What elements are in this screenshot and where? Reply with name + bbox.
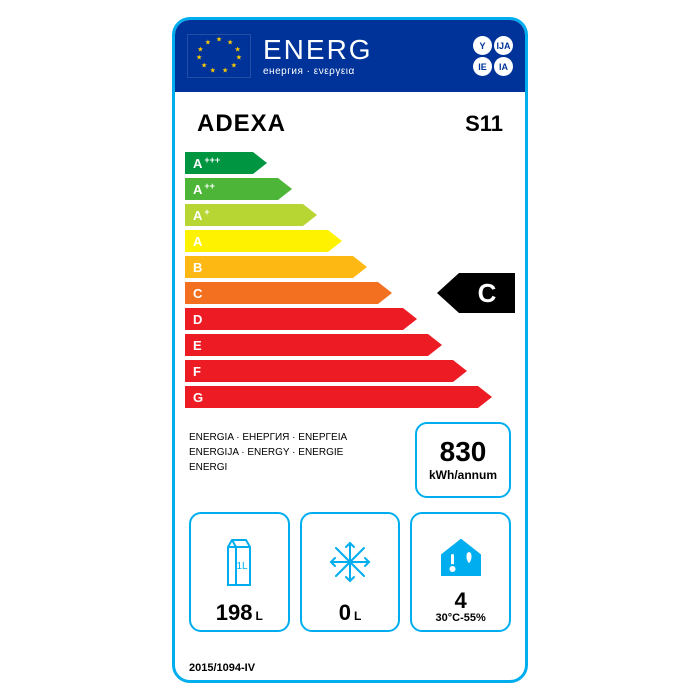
kwh-box: 830 kWh/annum	[415, 422, 511, 498]
lower-section: ENERGIA · ЕНЕРГИЯ · ΕΝΕΡΓΕΙΑ ENERGIJA · …	[175, 408, 525, 632]
climate-class-box: 4 30°C-55%	[410, 512, 511, 632]
brand-row: ADEXA S11	[175, 92, 525, 144]
efficiency-arrow-label: A+	[185, 204, 303, 226]
energy-title-sub: енергия · ενεργεια	[263, 66, 355, 77]
lang-badge: IE	[473, 57, 492, 76]
efficiency-arrow: F	[185, 360, 467, 382]
freezer-volume-unit: L	[354, 609, 361, 623]
efficiency-chart: A+++A++A+ABCDEFGC	[175, 148, 525, 408]
energy-title-main: ENERG	[263, 36, 373, 64]
lang-badge: IJA	[494, 36, 513, 55]
freezer-volume-value: 0	[339, 602, 351, 624]
efficiency-arrow-label: A++	[185, 178, 278, 200]
efficiency-arrow: A+++	[185, 152, 267, 174]
fridge-volume-unit: L	[256, 609, 263, 623]
efficiency-arrow: D	[185, 308, 417, 330]
eu-flag-icon: ★ ★ ★ ★ ★ ★ ★ ★ ★ ★ ★ ★	[187, 34, 251, 78]
energy-title: ENERG енергия · ενεργεια	[263, 36, 461, 77]
energy-label: ★ ★ ★ ★ ★ ★ ★ ★ ★ ★ ★ ★ ENERG енергия · …	[172, 17, 528, 683]
efficiency-arrow: A	[185, 230, 342, 252]
model-number: S11	[465, 111, 503, 137]
lang-badge: Y	[473, 36, 492, 55]
milk-carton-icon: 1L	[195, 522, 284, 602]
efficiency-arrow: A+	[185, 204, 317, 226]
kwh-value: 830	[440, 438, 487, 466]
efficiency-arrow-label: G	[185, 386, 478, 408]
efficiency-arrow: G	[185, 386, 492, 408]
efficiency-arrow-label: F	[185, 360, 453, 382]
energia-multilang: ENERGIA · ЕНЕРГИЯ · ΕΝΕΡΓΕΙΑ ENERGIJA · …	[189, 422, 405, 498]
efficiency-arrow: C	[185, 282, 392, 304]
regulation-number: 2015/1094-IV	[189, 662, 255, 674]
fridge-volume-value: 198	[216, 602, 253, 624]
climate-class-sub: 30°C-55%	[436, 612, 486, 624]
efficiency-arrow-label: B	[185, 256, 353, 278]
selected-grade-letter: C	[459, 273, 515, 313]
efficiency-arrow: B	[185, 256, 367, 278]
efficiency-arrow-label: A+++	[185, 152, 253, 174]
efficiency-arrow: E	[185, 334, 442, 356]
house-climate-icon	[416, 522, 505, 592]
snowflake-icon	[306, 522, 395, 602]
energia-line: ENERGIJA · ENERGY · ENERGIE	[189, 445, 405, 460]
bottom-icons-row: 1L 198 L	[189, 512, 511, 632]
efficiency-arrow-label: E	[185, 334, 428, 356]
efficiency-arrow: A++	[185, 178, 292, 200]
lang-badges: Y IJA IE IA	[473, 36, 513, 76]
fridge-volume-box: 1L 198 L	[189, 512, 290, 632]
label-header: ★ ★ ★ ★ ★ ★ ★ ★ ★ ★ ★ ★ ENERG енергия · …	[175, 20, 525, 92]
kwh-unit: kWh/annum	[429, 468, 497, 482]
freezer-volume-box: 0 L	[300, 512, 401, 632]
consumption-row: ENERGIA · ЕНЕРГИЯ · ΕΝΕΡΓΕΙΑ ENERGIJA · …	[189, 422, 511, 498]
svg-text:1L: 1L	[237, 561, 249, 572]
efficiency-arrow-label: D	[185, 308, 403, 330]
climate-class-value: 4	[455, 590, 467, 612]
lang-badge: IA	[494, 57, 513, 76]
energia-line: ENERGI	[189, 460, 405, 475]
selected-grade-marker: C	[437, 273, 515, 313]
brand-name: ADEXA	[197, 110, 286, 138]
efficiency-arrow-label: A	[185, 230, 328, 252]
efficiency-arrow-label: C	[185, 282, 378, 304]
energia-line: ENERGIA · ЕНЕРГИЯ · ΕΝΕΡΓΕΙΑ	[189, 430, 405, 445]
